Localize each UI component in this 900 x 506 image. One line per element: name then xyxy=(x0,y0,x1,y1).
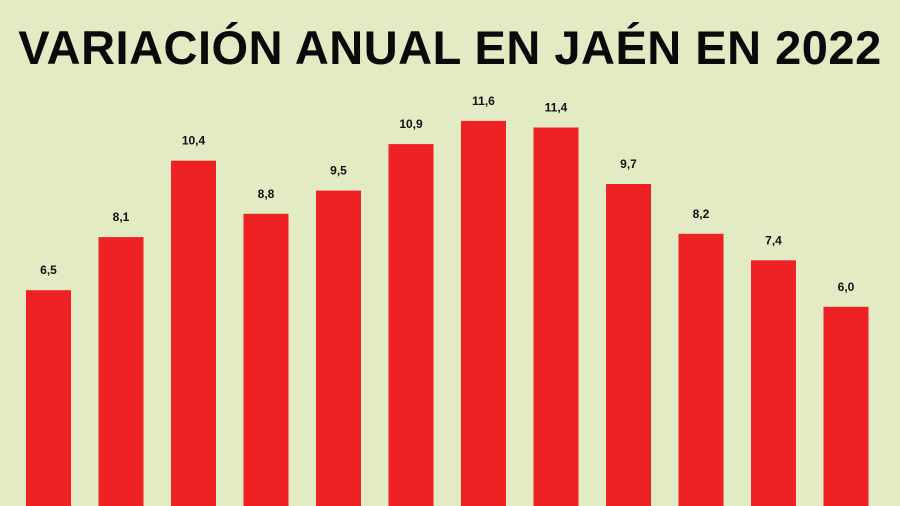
bar-value-label-3: 10,4 xyxy=(182,134,206,148)
bar-2 xyxy=(98,237,144,506)
bar-3 xyxy=(171,160,216,506)
bar-6 xyxy=(388,144,434,506)
bar-1 xyxy=(26,290,71,506)
bar-12 xyxy=(823,306,869,506)
bar-5 xyxy=(316,190,361,506)
bar-4 xyxy=(243,213,289,506)
bar-value-label-7: 11,6 xyxy=(472,94,495,108)
bar-value-label-4: 8,8 xyxy=(258,187,275,201)
bar-value-label-5: 9,5 xyxy=(330,164,347,178)
chart-title: VARIACIÓN ANUAL EN JAÉN EN 2022 xyxy=(18,21,882,74)
bar-9 xyxy=(606,184,651,506)
bar-value-label-11: 7,4 xyxy=(765,233,782,247)
bar-value-label-8: 11,4 xyxy=(545,101,568,115)
bar-7 xyxy=(461,120,506,506)
bar-10 xyxy=(678,233,724,506)
bar-11 xyxy=(751,260,796,506)
bar-8 xyxy=(533,127,579,506)
bar-value-label-1: 6,5 xyxy=(40,263,57,277)
bar-value-label-10: 8,2 xyxy=(693,207,710,221)
bar-value-label-12: 6,0 xyxy=(838,280,855,294)
bar-value-label-6: 10,9 xyxy=(399,117,423,131)
bar-value-label-9: 9,7 xyxy=(620,157,637,171)
bar-value-label-2: 8,1 xyxy=(113,210,130,224)
